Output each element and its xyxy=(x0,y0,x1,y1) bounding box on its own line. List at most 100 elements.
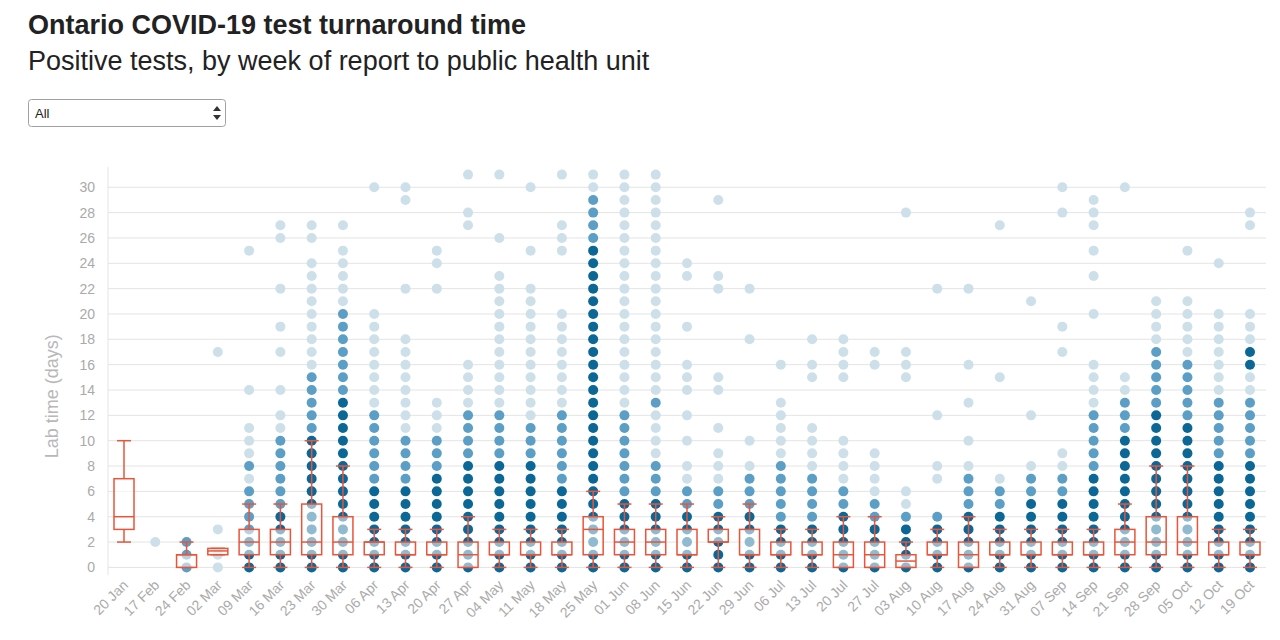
point xyxy=(995,486,1005,496)
point xyxy=(588,208,598,218)
box xyxy=(270,529,290,554)
y-tick-label: 26 xyxy=(79,230,95,246)
point xyxy=(682,322,692,332)
point xyxy=(307,347,317,357)
chart: Ontario COVID-19 test turnaround timePos… xyxy=(0,0,1280,640)
point xyxy=(494,499,504,509)
point xyxy=(275,322,285,332)
point xyxy=(588,385,598,395)
box xyxy=(614,529,634,554)
point xyxy=(651,182,661,192)
point xyxy=(307,385,317,395)
point xyxy=(619,220,629,230)
whisker-cap-high xyxy=(242,503,256,505)
point xyxy=(619,170,629,180)
whisker-high xyxy=(686,504,688,529)
point xyxy=(307,398,317,408)
point xyxy=(1057,486,1067,496)
point xyxy=(401,195,411,205)
point xyxy=(932,512,942,522)
point xyxy=(588,360,598,370)
point xyxy=(682,258,692,268)
point xyxy=(432,486,442,496)
point xyxy=(964,436,974,446)
point xyxy=(557,410,567,420)
median xyxy=(1209,554,1229,556)
whisker-cap-low xyxy=(743,567,757,569)
point xyxy=(275,423,285,433)
whisker-high xyxy=(749,504,751,529)
box xyxy=(552,542,572,555)
point xyxy=(338,448,348,458)
point xyxy=(494,372,504,382)
median xyxy=(1021,554,1041,556)
whisker-high xyxy=(905,542,907,555)
point xyxy=(494,322,504,332)
point xyxy=(1057,208,1067,218)
point xyxy=(807,512,817,522)
whisker-cap-high xyxy=(1118,503,1132,505)
point xyxy=(1120,436,1130,446)
whisker-low xyxy=(1155,555,1157,568)
point xyxy=(588,322,598,332)
point xyxy=(432,410,442,420)
whisker-high xyxy=(436,529,438,542)
point xyxy=(651,360,661,370)
box xyxy=(865,542,885,567)
whisker-cap-low xyxy=(1118,567,1132,569)
whisker-low xyxy=(749,555,751,568)
whisker-cap-low xyxy=(1087,567,1101,569)
median xyxy=(114,516,134,518)
point xyxy=(369,436,379,446)
whisker-cap-low xyxy=(399,567,413,569)
point xyxy=(995,372,1005,382)
point xyxy=(619,372,629,382)
point xyxy=(1120,372,1130,382)
whisker-cap-low xyxy=(1212,567,1226,569)
point xyxy=(275,461,285,471)
point xyxy=(369,182,379,192)
point xyxy=(588,195,598,205)
point xyxy=(619,271,629,281)
whisker-high xyxy=(843,517,845,542)
point xyxy=(463,486,473,496)
point xyxy=(275,220,285,230)
point xyxy=(1057,461,1067,471)
point xyxy=(932,410,942,420)
point xyxy=(1214,436,1224,446)
point xyxy=(369,347,379,357)
box xyxy=(927,542,947,555)
title: Ontario COVID-19 test turnaround time xyxy=(28,10,526,40)
point xyxy=(619,334,629,344)
point xyxy=(1245,410,1255,420)
point xyxy=(588,296,598,306)
point xyxy=(619,284,629,294)
point xyxy=(682,271,692,281)
point xyxy=(338,360,348,370)
point xyxy=(1182,322,1192,332)
whisker-low xyxy=(342,555,344,568)
point xyxy=(1120,474,1130,484)
point xyxy=(1089,499,1099,509)
whisker-high xyxy=(1124,504,1126,529)
dropdown-box[interactable] xyxy=(29,100,226,127)
point xyxy=(870,347,880,357)
point xyxy=(307,233,317,243)
whisker-low xyxy=(999,555,1001,568)
point xyxy=(557,220,567,230)
point xyxy=(494,461,504,471)
point xyxy=(369,448,379,458)
point xyxy=(588,271,598,281)
point xyxy=(338,423,348,433)
whisker-cap-low xyxy=(305,567,319,569)
whisker-low xyxy=(530,555,532,568)
point xyxy=(401,360,411,370)
point xyxy=(557,512,567,522)
median xyxy=(552,554,572,556)
point xyxy=(432,448,442,458)
y-tick-label: 12 xyxy=(79,407,95,423)
point xyxy=(1182,448,1192,458)
x-tick-label: 06 Jul xyxy=(750,577,788,615)
point xyxy=(401,334,411,344)
point xyxy=(1057,448,1067,458)
